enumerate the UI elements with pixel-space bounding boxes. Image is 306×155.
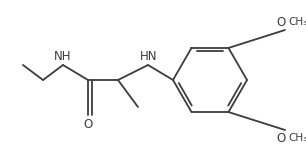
Text: O: O	[276, 16, 285, 29]
Text: O: O	[276, 131, 285, 144]
Text: CH₃: CH₃	[288, 133, 306, 143]
Text: CH₃: CH₃	[288, 17, 306, 27]
Text: HN: HN	[140, 51, 158, 64]
Text: O: O	[83, 117, 93, 131]
Text: NH: NH	[54, 51, 72, 64]
